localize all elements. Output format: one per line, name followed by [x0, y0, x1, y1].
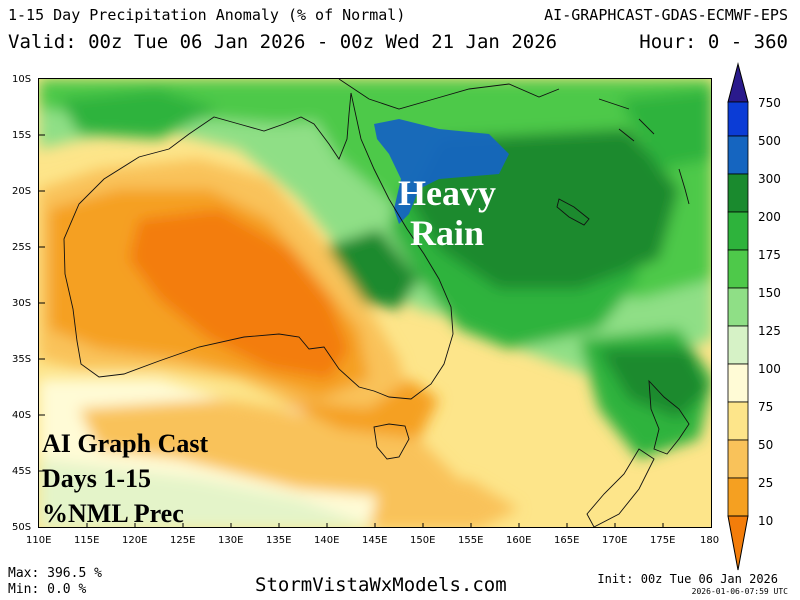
lat-label: 50S — [12, 522, 32, 533]
new-zealand-north — [648, 379, 690, 455]
lon-label: 120E — [122, 535, 148, 546]
colorbar-label: 125 — [758, 324, 781, 338]
map-canvas — [39, 79, 711, 527]
lon-label: 125E — [170, 535, 196, 546]
colorbar-label: 300 — [758, 172, 781, 186]
colorbar-swatch — [727, 211, 749, 251]
lon-label: 145E — [362, 535, 388, 546]
colorbar-swatch — [727, 439, 749, 479]
annotation-line: Rain — [409, 213, 484, 253]
lat-label: 45S — [12, 466, 32, 477]
precip-anomaly-map — [38, 78, 712, 528]
colorbar-label: 50 — [758, 438, 774, 452]
lat-label: 30S — [12, 298, 32, 309]
colorbar-swatch — [727, 249, 749, 289]
tasmania-coast — [373, 423, 410, 460]
colorbar — [727, 62, 749, 571]
chart-title: 1-15 Day Precipitation Anomaly (% of Nor… — [8, 6, 406, 24]
lon-label: 160E — [506, 535, 532, 546]
max-value: Max: 396.5 % — [8, 566, 102, 581]
colorbar-swatch — [727, 101, 749, 137]
colorbar-bottom-arrow — [727, 515, 749, 571]
colorbar-swatch — [727, 401, 749, 441]
colorbar-swatch — [727, 173, 749, 213]
lon-label: 135E — [266, 535, 292, 546]
init-time: Init: 00z Tue 06 Jan 2026 — [597, 572, 778, 586]
colorbar-swatch — [727, 135, 749, 175]
colorbar-swatch — [727, 363, 749, 403]
colorbar-swatch — [727, 325, 749, 365]
colorbar-label: 10 — [758, 514, 774, 528]
annotation-line: Days 1-15 — [42, 464, 152, 493]
site-name: StormVistaWxModels.com — [255, 574, 507, 596]
annotation-line: Heavy — [398, 173, 496, 213]
valid-period: Valid: 00z Tue 06 Jan 2026 - 00z Wed 21 … — [8, 31, 558, 53]
colorbar-swatch — [727, 287, 749, 327]
lon-label: 115E — [74, 535, 100, 546]
heavy-rain-core — [374, 119, 509, 224]
colorbar-label: 75 — [758, 400, 774, 414]
lat-label: 40S — [12, 410, 32, 421]
lat-label: 25S — [12, 242, 32, 253]
new-zealand-south — [586, 448, 655, 527]
colorbar-label: 500 — [758, 134, 781, 148]
png-coast — [338, 79, 560, 110]
colorbar-label: 150 — [758, 286, 781, 300]
lat-label: 15S — [12, 130, 32, 141]
generated-timestamp: 2026-01-06-07:59 UTC — [691, 587, 788, 596]
heavy-rain-annotation: Heavy Rain — [398, 173, 496, 253]
vanuatu — [678, 168, 690, 205]
lat-label: 35S — [12, 354, 32, 365]
lon-label: 180 — [700, 535, 720, 546]
min-value: Min: 0.0 % — [8, 582, 87, 597]
lon-label: 175E — [650, 535, 676, 546]
colorbar-label: 25 — [758, 476, 774, 490]
annotation-line: %NML Prec — [42, 499, 184, 528]
lon-label: 140E — [314, 535, 340, 546]
solomon-islands — [598, 98, 655, 142]
australia-coast — [63, 92, 454, 400]
lon-label: 155E — [458, 535, 484, 546]
annotation-line: AI Graph Cast — [42, 429, 209, 458]
model-name: AI-GRAPHCAST-GDAS-ECMWF-EPS — [544, 6, 788, 24]
lon-label: 170E — [602, 535, 628, 546]
colorbar-top-arrow — [727, 62, 749, 103]
product-annotation: AI Graph Cast Days 1-15 %NML Prec — [42, 426, 208, 531]
coastlines — [63, 79, 690, 527]
colorbar-label: 100 — [758, 362, 781, 376]
lat-label: 10S — [12, 74, 32, 85]
new-caledonia — [556, 198, 590, 226]
axis-ticks — [39, 134, 664, 527]
colorbar-swatch — [727, 477, 749, 517]
lon-label: 130E — [218, 535, 244, 546]
lon-label: 165E — [554, 535, 580, 546]
forecast-hours: Hour: 0 - 360 — [639, 31, 788, 53]
lat-label: 20S — [12, 186, 32, 197]
colorbar-label: 750 — [758, 96, 781, 110]
lon-label: 110E — [26, 535, 52, 546]
lon-label: 150E — [410, 535, 436, 546]
colorbar-label: 200 — [758, 210, 781, 224]
colorbar-label: 175 — [758, 248, 781, 262]
